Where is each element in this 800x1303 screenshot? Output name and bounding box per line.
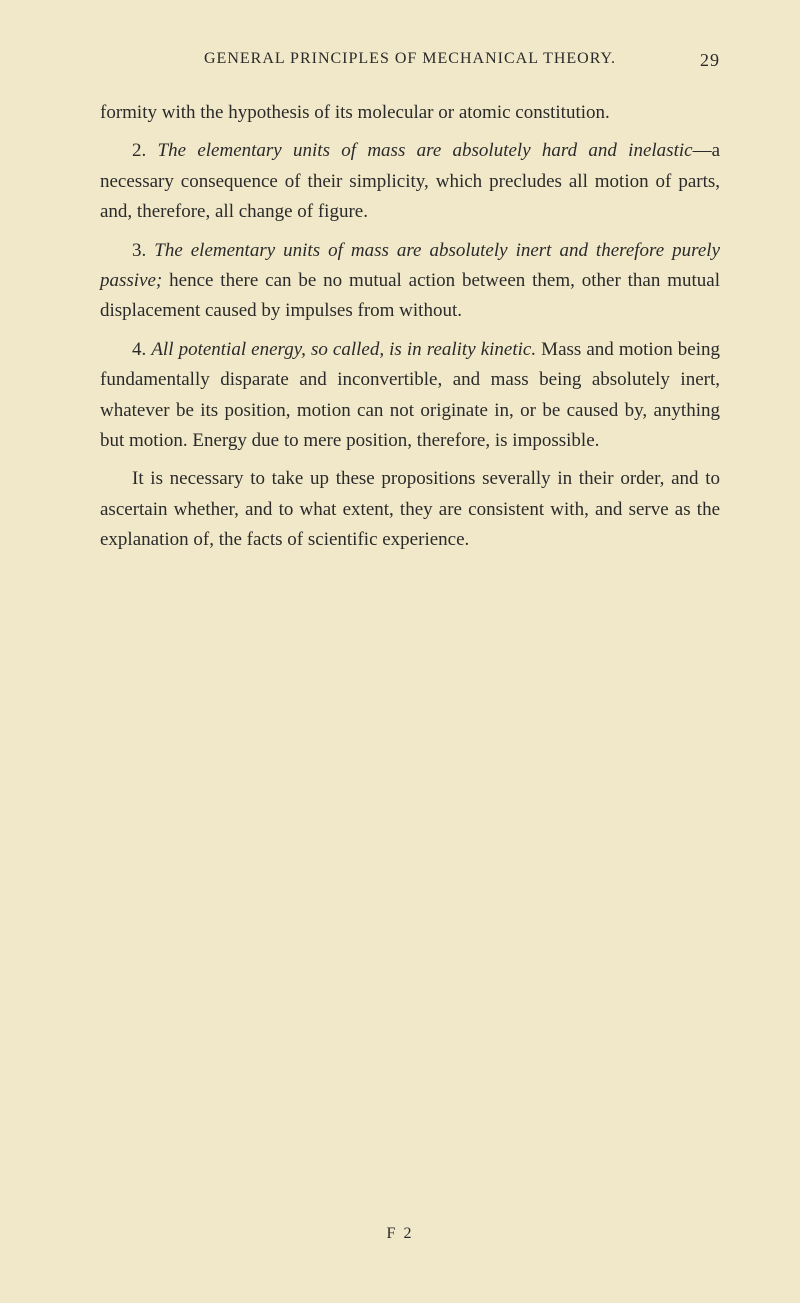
paragraph-5-text: It is necessary to take up these proposi… [100,468,720,550]
paragraph-5: It is necessary to take up these proposi… [100,464,720,555]
paragraph-4: 4. All potential energy, so called, is i… [100,335,720,457]
paragraph-3-number: 3. [132,240,154,261]
paragraph-2-italic: The elementary units of mass are absolut… [158,140,693,161]
page-footer-signature: F 2 [387,1225,414,1243]
paragraph-4-number: 4. [132,339,151,360]
paragraph-1-text: formity with the hypothesis of its molec… [100,102,610,123]
paragraph-1: formity with the hypothesis of its molec… [100,98,720,128]
page-header: GENERAL PRINCIPLES OF MECHANICAL THEORY.… [100,50,720,68]
paragraph-2: 2. The elementary units of mass are abso… [100,136,720,227]
paragraph-3-rest: hence there can be no mutual action betw… [100,270,720,321]
paragraph-3: 3. The elementary units of mass are abso… [100,236,720,327]
page-container: GENERAL PRINCIPLES OF MECHANICAL THEORY.… [100,50,720,1253]
paragraph-4-italic: All potential energy, so called, is in r… [151,339,536,360]
paragraph-2-number: 2. [132,140,158,161]
page-number: 29 [700,50,720,71]
header-title: GENERAL PRINCIPLES OF MECHANICAL THEORY. [204,50,616,67]
